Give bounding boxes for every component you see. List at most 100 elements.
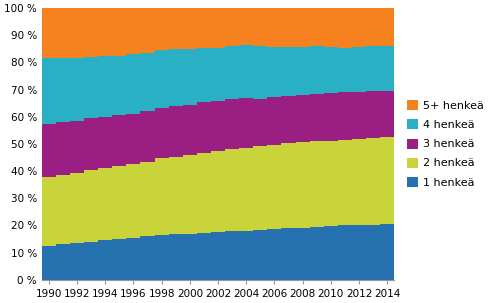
Bar — [141, 112, 154, 161]
Bar — [296, 228, 309, 280]
Bar — [366, 138, 380, 225]
Bar — [42, 246, 56, 280]
Bar — [70, 8, 84, 58]
Bar — [70, 172, 84, 243]
Bar — [267, 145, 281, 229]
Bar — [98, 8, 112, 56]
Bar — [338, 48, 352, 92]
Bar — [183, 234, 197, 280]
Bar — [84, 57, 98, 118]
Bar — [380, 224, 394, 280]
Bar — [112, 56, 126, 115]
Bar — [324, 93, 338, 141]
Bar — [366, 91, 380, 138]
Bar — [309, 141, 324, 227]
Bar — [281, 228, 296, 280]
Bar — [239, 98, 253, 148]
Bar — [197, 48, 211, 102]
Bar — [281, 8, 296, 47]
Bar — [169, 234, 183, 280]
Bar — [112, 8, 126, 56]
Bar — [324, 47, 338, 93]
Bar — [253, 230, 267, 280]
Bar — [169, 157, 183, 234]
Bar — [141, 236, 154, 280]
Bar — [197, 102, 211, 153]
Bar — [141, 8, 154, 53]
Bar — [253, 146, 267, 230]
Bar — [70, 58, 84, 121]
Bar — [225, 231, 239, 280]
Bar — [98, 168, 112, 240]
Bar — [380, 8, 394, 46]
Bar — [84, 8, 98, 57]
Bar — [183, 49, 197, 105]
Bar — [56, 175, 70, 245]
Bar — [281, 143, 296, 228]
Bar — [253, 99, 267, 146]
Bar — [211, 232, 225, 280]
Bar — [126, 164, 141, 238]
Bar — [352, 225, 366, 280]
Bar — [366, 8, 380, 46]
Bar — [211, 101, 225, 151]
Bar — [225, 149, 239, 231]
Bar — [169, 49, 183, 106]
Bar — [169, 8, 183, 49]
Bar — [380, 137, 394, 224]
Bar — [225, 46, 239, 99]
Bar — [324, 8, 338, 47]
Bar — [267, 97, 281, 145]
Bar — [352, 92, 366, 139]
Bar — [112, 166, 126, 239]
Bar — [366, 225, 380, 280]
Bar — [211, 48, 225, 101]
Bar — [84, 242, 98, 280]
Bar — [154, 235, 169, 280]
Bar — [267, 47, 281, 97]
Bar — [281, 47, 296, 96]
Bar — [338, 225, 352, 280]
Bar — [70, 243, 84, 280]
Bar — [338, 8, 352, 48]
Bar — [309, 8, 324, 46]
Bar — [56, 245, 70, 280]
Bar — [352, 139, 366, 225]
Bar — [239, 148, 253, 231]
Bar — [126, 238, 141, 280]
Bar — [267, 8, 281, 47]
Bar — [324, 141, 338, 226]
Bar — [154, 108, 169, 158]
Bar — [141, 53, 154, 112]
Bar — [296, 47, 309, 95]
Bar — [281, 96, 296, 143]
Bar — [253, 8, 267, 46]
Bar — [211, 8, 225, 48]
Bar — [126, 54, 141, 114]
Bar — [309, 227, 324, 280]
Bar — [239, 231, 253, 280]
Bar — [296, 95, 309, 142]
Bar — [98, 240, 112, 280]
Bar — [126, 8, 141, 54]
Bar — [84, 170, 98, 242]
Bar — [126, 114, 141, 164]
Bar — [253, 46, 267, 99]
Bar — [324, 226, 338, 280]
Bar — [154, 51, 169, 108]
Bar — [239, 45, 253, 98]
Bar — [352, 47, 366, 92]
Bar — [98, 56, 112, 117]
Legend: 5+ henkeä, 4 henkeä, 3 henkeä, 2 henkeä, 1 henkeä: 5+ henkeä, 4 henkeä, 3 henkeä, 2 henkeä,… — [403, 97, 488, 191]
Bar — [380, 46, 394, 91]
Bar — [141, 161, 154, 236]
Bar — [211, 151, 225, 232]
Bar — [296, 8, 309, 47]
Bar — [225, 8, 239, 46]
Bar — [338, 92, 352, 140]
Bar — [309, 46, 324, 94]
Bar — [98, 117, 112, 168]
Bar — [338, 140, 352, 225]
Bar — [183, 105, 197, 155]
Bar — [42, 8, 56, 58]
